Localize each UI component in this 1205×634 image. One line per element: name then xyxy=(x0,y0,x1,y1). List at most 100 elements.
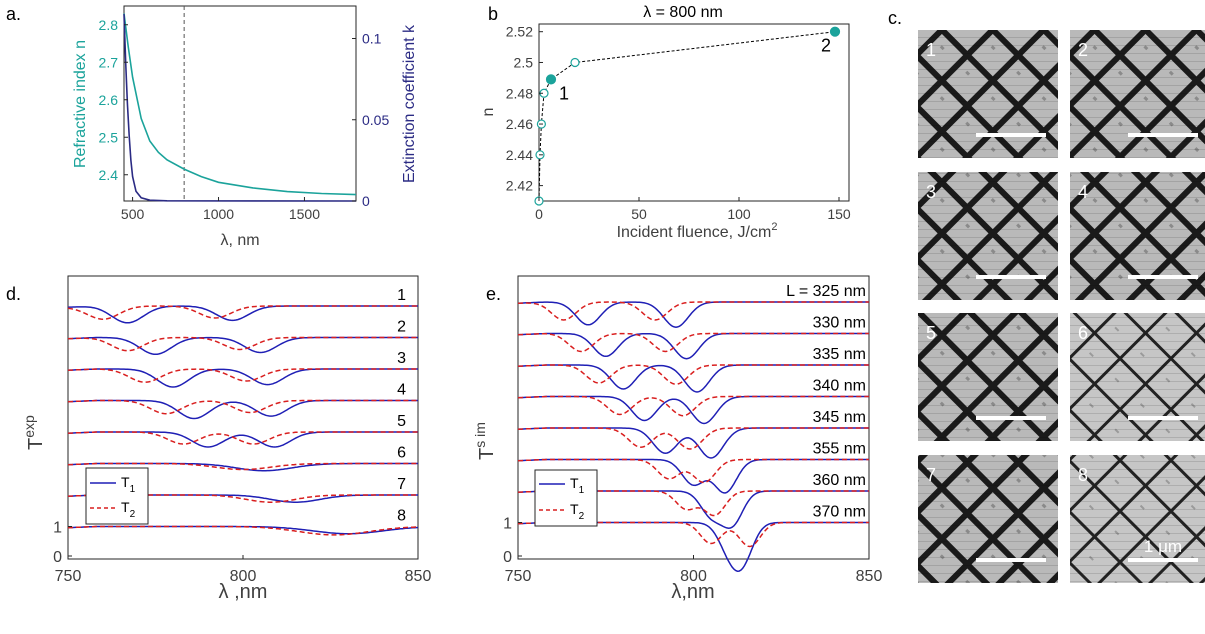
panel-a-ylabel-right: Extinction coefficient k xyxy=(401,24,418,183)
panel-a-ytick-left-label: 2.7 xyxy=(99,54,119,70)
d-curve-1-t1 xyxy=(67,305,418,324)
sem-image-noise xyxy=(918,313,1058,441)
panel-d-legend-t2-sub: 2 xyxy=(130,509,136,520)
panel-label-c: c. xyxy=(888,8,902,28)
panel-b-ytick-label: 2.52 xyxy=(506,24,533,40)
e-xtick-label: 800 xyxy=(680,568,707,585)
panel-a-series-1 xyxy=(123,13,357,196)
e-curve-label-3: 335 nm xyxy=(813,346,866,363)
d-curve-2-t1 xyxy=(67,336,418,356)
sem-image-noise xyxy=(1070,313,1205,441)
panel-b-xtick-label: 150 xyxy=(827,206,851,222)
d-curve-label-8: 8 xyxy=(397,508,406,525)
panel-b-title: λ = 800 nm xyxy=(643,4,723,21)
panel-e-ylabel-sub: s im xyxy=(472,422,488,448)
d-curve-8-t2 xyxy=(67,525,418,536)
d-xtick-label: 850 xyxy=(405,568,432,585)
sem-image-number: 2 xyxy=(1078,40,1088,60)
panel-b-point-7 xyxy=(829,26,841,37)
d-ytick-label: 0 xyxy=(53,549,62,566)
d-curve-4-t1 xyxy=(67,399,418,420)
panel-b-connector xyxy=(538,31,836,202)
panel-e-ylabel-text: T xyxy=(476,448,498,460)
sem-scale-bar xyxy=(976,275,1046,279)
sem-image-6: 6 xyxy=(1070,313,1205,441)
panel-e-xlabel: λ,nm xyxy=(671,581,714,603)
e-curve-1-t2 xyxy=(518,301,869,321)
panel-d-legend-box xyxy=(85,467,149,525)
sem-scale-bar xyxy=(976,133,1046,137)
sem-scale-bar xyxy=(1128,275,1198,279)
panel-b-point-5 xyxy=(545,74,557,85)
e-curve-label-1: L = 325 nm xyxy=(786,283,866,300)
panel-b-ytick-label: 2.5 xyxy=(514,54,534,70)
panel-a-xlabel: λ, nm xyxy=(220,232,259,249)
d-curve-1-t2 xyxy=(67,305,418,320)
sem-image-number: 4 xyxy=(1078,182,1088,202)
sem-image-noise xyxy=(1070,455,1205,583)
panel-e-legend-t2-text: T xyxy=(570,501,579,517)
d-curve-3-t1 xyxy=(67,368,418,388)
sem-image-1: 1 xyxy=(918,30,1058,158)
panel-e-legend-t1: T1 xyxy=(570,475,585,496)
e-curve-label-6: 355 nm xyxy=(813,441,866,458)
d-curve-4-t2 xyxy=(67,399,418,415)
sem-image-number: 1 xyxy=(926,40,936,60)
panel-a-ytick-right-label: 0.1 xyxy=(362,31,382,47)
panel-d-legend-t2: T2 xyxy=(121,499,136,520)
panel-b-xlabel-text: Incident fluence, J/cm xyxy=(617,224,772,241)
panel-b-ytick-label: 2.46 xyxy=(506,116,533,132)
d-curve-label-5: 5 xyxy=(397,413,406,430)
panel-e-legend-t1-sub: 1 xyxy=(579,485,585,496)
panel-d-xlabel: λ ,nm xyxy=(219,581,268,603)
sem-scale-bar xyxy=(1128,558,1198,562)
panel-e-legend-t2-sub: 2 xyxy=(579,511,585,522)
d-curve-label-6: 6 xyxy=(397,445,406,462)
panel-e-legend-t1-text: T xyxy=(570,475,579,491)
e-ytick-label: 1 xyxy=(503,516,512,533)
e-ytick-label: 0 xyxy=(503,549,512,566)
panel-a-series-2 xyxy=(123,14,357,202)
sem-image-number: 8 xyxy=(1078,465,1088,485)
sem-image-4: 4 xyxy=(1070,172,1205,300)
panel-e-legend-box xyxy=(534,469,598,527)
panel-b-chart: λ = 800 nm 1 2 0 50 100 150 2.42 2.44 2.46 2.48… xyxy=(480,4,851,241)
panel-e-legend-t2: T2 xyxy=(570,501,585,522)
e-curve-5-t2 xyxy=(517,427,869,450)
panel-d-ylabel: Texp xyxy=(21,415,47,450)
panel-c-sem-grid: 1 2 3 4 5 6 7 8 1 μm xyxy=(905,30,1205,612)
panel-b-xlabel-sup: 2 xyxy=(771,221,777,233)
sem-image-noise xyxy=(1070,30,1205,158)
d-curve-label-3: 3 xyxy=(397,350,406,367)
e-curve-label-2: 330 nm xyxy=(813,315,866,332)
sem-image-noise xyxy=(918,172,1058,300)
panel-e-ylabel: Ts im xyxy=(472,422,498,460)
panel-b-ytick-label: 2.42 xyxy=(506,178,533,194)
e-xtick-label: 750 xyxy=(505,568,532,585)
d-curve-label-4: 4 xyxy=(397,382,406,399)
sem-image-number: 7 xyxy=(926,465,936,485)
panel-a-axes-box xyxy=(123,5,357,202)
e-curve-label-5: 345 nm xyxy=(813,409,866,426)
panel-b-ytick-label: 2.44 xyxy=(506,147,533,163)
d-curve-6-t2 xyxy=(67,462,418,471)
panel-a-xtick-label: 500 xyxy=(121,206,145,222)
d-curve-label-2: 2 xyxy=(397,319,406,336)
d-curve-3-t2 xyxy=(67,368,418,383)
panel-label-a: a. xyxy=(6,4,21,24)
panel-b-ylabel: n xyxy=(480,108,497,117)
sem-image-3: 3 xyxy=(918,172,1058,300)
panel-a-ylabel-left: Refractive index n xyxy=(72,40,89,168)
panel-a-xtick-label: 1000 xyxy=(203,206,234,222)
panel-d-legend-t1-sub: 1 xyxy=(130,484,136,495)
panel-d-ylabel-text: T xyxy=(25,438,47,450)
panel-d-legend-t2-text: T xyxy=(121,499,130,515)
sem-image-5: 5 xyxy=(918,313,1058,441)
e-xtick-label: 850 xyxy=(856,568,883,585)
panel-b-axes-box xyxy=(538,23,850,202)
sem-scale-bar xyxy=(1128,133,1198,137)
d-curve-5-t1 xyxy=(67,431,418,448)
panel-b-xtick-label: 100 xyxy=(727,206,751,222)
sem-image-number: 3 xyxy=(926,182,936,202)
